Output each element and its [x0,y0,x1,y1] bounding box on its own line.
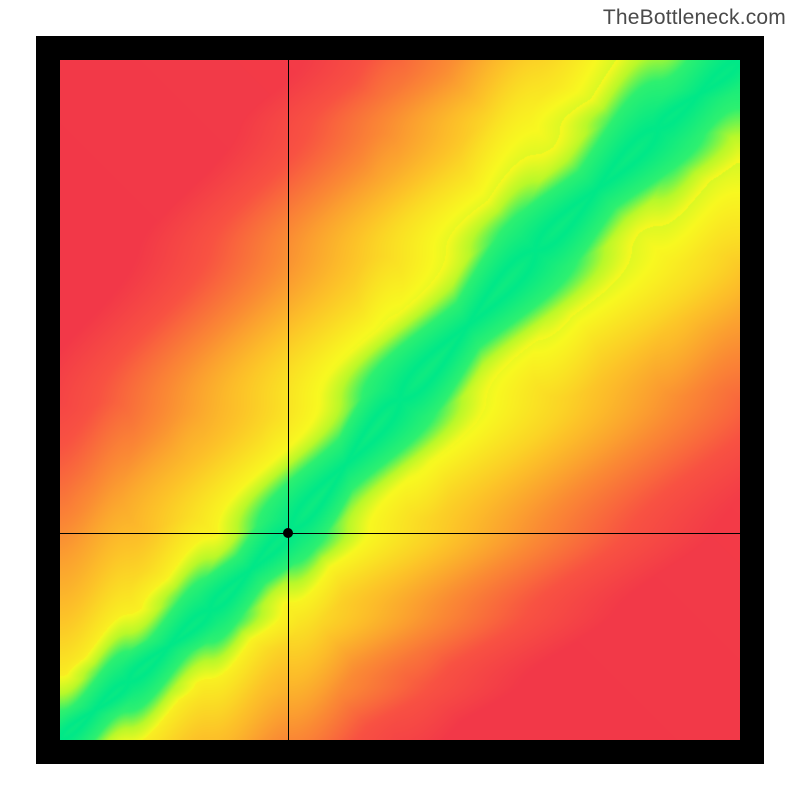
attribution-text: TheBottleneck.com [603,6,786,30]
heatmap-canvas [60,60,740,740]
chart-container: TheBottleneck.com [0,0,800,800]
crosshair-horizontal [60,533,740,534]
crosshair-vertical [288,60,289,740]
plot-frame [36,36,764,764]
crosshair-marker [283,528,293,538]
heatmap-plot [60,60,740,740]
